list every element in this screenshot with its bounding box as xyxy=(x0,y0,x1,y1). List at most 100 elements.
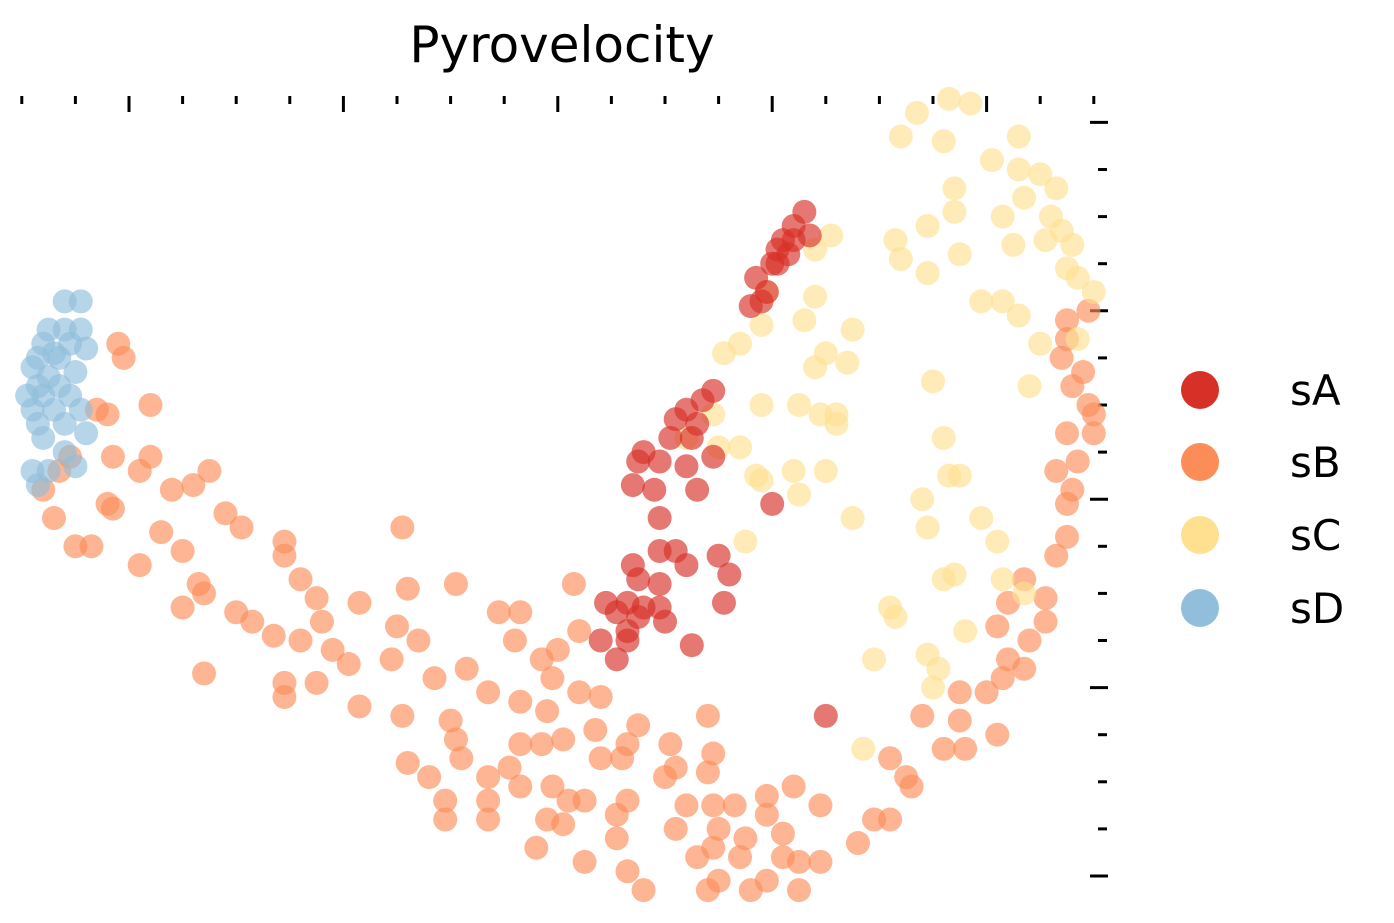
data-point-sC xyxy=(1060,232,1085,257)
data-point-sB xyxy=(454,656,479,681)
data-point-sB xyxy=(674,793,699,818)
data-point-sA xyxy=(679,633,704,658)
data-point-sC xyxy=(1081,279,1106,304)
data-point-sA xyxy=(642,477,667,502)
data-point-sA xyxy=(647,449,672,474)
data-point-sC xyxy=(1028,162,1053,187)
data-point-sB xyxy=(985,722,1010,747)
data-point-sA xyxy=(685,477,710,502)
data-point-sB xyxy=(626,713,651,738)
data-point-sC xyxy=(787,482,811,507)
data-point-sB xyxy=(631,878,656,903)
data-point-sD xyxy=(63,454,88,479)
data-point-sB xyxy=(588,746,613,771)
data-point-sC xyxy=(840,317,865,342)
data-point-sC xyxy=(749,312,774,337)
data-point-sC xyxy=(926,656,951,681)
data-point-sB xyxy=(181,473,206,498)
data-point-sC xyxy=(824,411,849,436)
data-point-sD xyxy=(25,473,50,498)
series-sD xyxy=(15,289,99,498)
data-point-sB xyxy=(443,571,468,596)
data-point-sB xyxy=(540,774,565,799)
data-point-sB xyxy=(433,807,458,832)
data-point-sB xyxy=(947,708,972,733)
data-point-sB xyxy=(1012,656,1037,681)
data-point-sC xyxy=(1044,176,1069,201)
data-point-sB xyxy=(127,458,152,483)
chart-title: Pyrovelocity xyxy=(409,16,714,74)
data-point-sC xyxy=(803,355,828,380)
data-point-sB xyxy=(845,831,870,856)
series-sA xyxy=(588,199,838,728)
data-point-sC xyxy=(910,487,935,512)
data-point-sA xyxy=(679,425,704,450)
data-point-sC xyxy=(985,529,1010,554)
data-point-sD xyxy=(74,421,99,446)
data-point-sC xyxy=(921,369,945,394)
data-point-sB xyxy=(1065,449,1090,474)
data-point-sC xyxy=(969,506,994,531)
data-point-sA xyxy=(653,609,677,634)
data-point-sC xyxy=(835,350,860,375)
data-point-sB xyxy=(100,496,125,521)
data-point-sA xyxy=(717,562,742,587)
legend-label-sC: sC xyxy=(1290,511,1341,560)
data-point-sB xyxy=(787,878,811,903)
data-point-sB xyxy=(685,845,710,870)
data-point-sB xyxy=(1081,402,1106,427)
data-point-sB xyxy=(1071,360,1096,385)
data-point-sB xyxy=(170,595,195,620)
data-point-sB xyxy=(422,666,447,691)
data-point-sB xyxy=(701,741,726,766)
data-point-sB xyxy=(476,807,501,832)
data-point-sC xyxy=(904,100,929,125)
data-point-sB xyxy=(910,703,935,728)
data-point-sB xyxy=(770,821,795,846)
data-point-sC xyxy=(947,463,972,488)
data-point-sC xyxy=(937,86,962,111)
data-point-sC xyxy=(979,148,1004,173)
data-point-sB xyxy=(438,708,463,733)
data-point-sB xyxy=(508,732,533,757)
data-point-sA xyxy=(604,647,629,672)
data-point-sC xyxy=(792,308,817,333)
data-point-sC xyxy=(958,91,983,116)
data-point-sC xyxy=(787,393,811,417)
data-point-sC xyxy=(1065,327,1090,352)
data-point-sA xyxy=(760,491,785,516)
data-point-sB xyxy=(170,539,195,564)
legend-marker-sC xyxy=(1181,516,1219,554)
data-point-sB xyxy=(1055,421,1079,446)
data-point-sB xyxy=(754,802,779,827)
data-point-sB xyxy=(588,685,613,710)
data-point-sB xyxy=(272,543,297,568)
data-point-sD xyxy=(68,397,93,422)
data-point-sB xyxy=(213,501,238,526)
data-point-sB xyxy=(1049,345,1074,370)
data-point-sC xyxy=(969,289,994,314)
data-point-sB xyxy=(653,765,677,790)
data-point-sB xyxy=(781,774,806,799)
data-point-sB xyxy=(347,590,372,615)
data-point-sB xyxy=(604,802,629,827)
data-point-sC xyxy=(840,506,865,531)
data-point-sB xyxy=(931,736,956,761)
legend-label-sA: sA xyxy=(1290,366,1341,415)
data-point-sB xyxy=(706,816,731,841)
data-point-sB xyxy=(395,576,420,601)
data-point-sB xyxy=(336,652,361,677)
data-point-sC xyxy=(1033,228,1058,253)
data-point-sD xyxy=(63,360,88,385)
data-point-sA xyxy=(706,543,731,568)
data-point-sC xyxy=(1001,232,1026,257)
data-point-sA xyxy=(626,449,651,474)
data-point-sB xyxy=(240,609,265,634)
data-point-sB xyxy=(1055,308,1079,333)
data-point-sC xyxy=(883,228,908,253)
data-point-sB xyxy=(953,736,978,761)
legend-marker-sD xyxy=(1181,589,1219,627)
data-point-sB xyxy=(1033,609,1058,634)
data-point-sB xyxy=(808,849,833,874)
